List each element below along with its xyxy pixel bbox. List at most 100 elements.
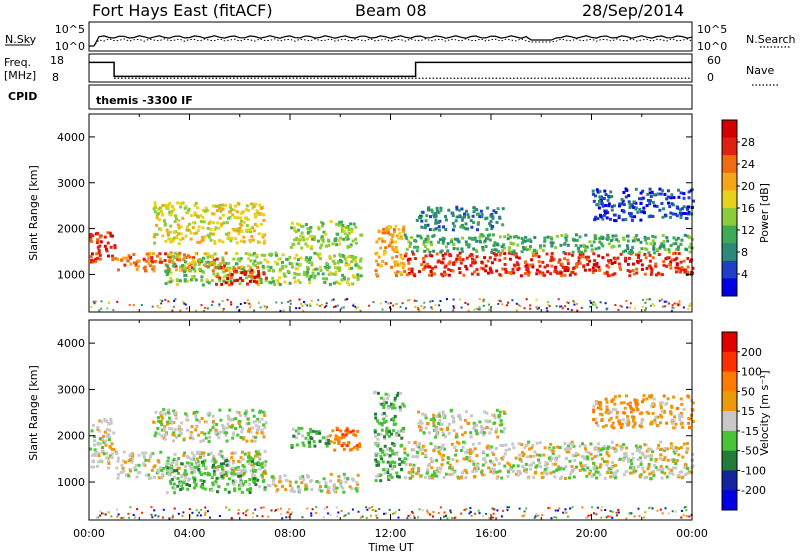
heatmap-cell xyxy=(228,203,232,207)
heatmap-cell xyxy=(615,412,619,416)
heatmap-cell xyxy=(649,272,653,276)
heatmap-cell xyxy=(617,262,621,266)
heatmap-cell xyxy=(525,470,529,474)
heatmap-cell xyxy=(108,445,112,449)
heatmap-cell xyxy=(684,506,687,509)
heatmap-cell xyxy=(471,470,475,473)
heatmap-cell xyxy=(390,475,394,479)
heatmap-cell xyxy=(240,265,243,269)
heatmap-cell xyxy=(393,406,397,410)
heatmap-cell xyxy=(471,261,475,265)
heatmap-cell xyxy=(142,462,146,466)
heatmap-cell xyxy=(247,429,250,433)
heatmap-cell xyxy=(183,270,186,274)
heatmap-cell xyxy=(349,222,352,226)
heatmap-cell xyxy=(612,213,616,217)
heatmap-cell xyxy=(96,426,100,429)
heatmap-cell xyxy=(237,422,241,425)
heatmap-cell xyxy=(506,509,509,512)
heatmap-cell xyxy=(637,447,641,451)
heatmap-cell xyxy=(638,515,641,518)
heatmap-cell xyxy=(387,244,391,248)
heatmap-cell xyxy=(440,463,444,467)
heatmap-cell xyxy=(575,465,578,469)
heatmap-cell xyxy=(89,447,92,451)
heatmap-cell xyxy=(674,510,677,513)
heatmap-cell xyxy=(596,470,600,474)
heatmap-cell xyxy=(215,257,219,261)
heatmap-cell xyxy=(469,507,472,509)
heatmap-cell xyxy=(402,230,406,234)
heatmap-cell xyxy=(478,420,482,424)
heatmap-cell xyxy=(442,239,445,243)
colorbar-swatch xyxy=(722,450,737,471)
heatmap-cell xyxy=(192,256,196,260)
heatmap-cell xyxy=(591,266,595,270)
heatmap-cell xyxy=(278,269,282,273)
heatmap-cell xyxy=(284,264,288,268)
heatmap-cell xyxy=(601,237,605,240)
heatmap-cell xyxy=(312,238,316,241)
heatmap-cell xyxy=(685,442,689,445)
heatmap-cell xyxy=(429,300,432,303)
heatmap-cell xyxy=(337,442,341,445)
heatmap-cell xyxy=(220,455,224,458)
heatmap-cell xyxy=(440,427,444,431)
heatmap-cell xyxy=(178,251,182,255)
heatmap-cell xyxy=(259,281,263,285)
heatmap-cell xyxy=(558,467,562,471)
heatmap-cell xyxy=(221,430,225,434)
heatmap-cell xyxy=(337,479,341,483)
heatmap-cell xyxy=(281,266,285,270)
cpid-label: CPID xyxy=(8,90,37,103)
heatmap-cell xyxy=(494,211,498,214)
heatmap-cell xyxy=(668,205,672,209)
heatmap-cell xyxy=(488,303,490,306)
heatmap-cell xyxy=(662,263,666,267)
heatmap-cell xyxy=(271,276,275,280)
heatmap-cell xyxy=(624,451,628,455)
heatmap-cell xyxy=(613,402,617,406)
heatmap-cell xyxy=(344,235,348,239)
heatmap-cell xyxy=(172,476,176,479)
cpid-panel: CPID themis -3300 IF xyxy=(8,84,693,110)
heatmap-cell xyxy=(459,426,463,430)
heatmap-cell xyxy=(592,301,595,304)
heatmap-cell xyxy=(225,457,229,461)
heatmap-cell xyxy=(169,230,173,234)
heatmap-cell xyxy=(171,205,175,209)
heatmap-cell xyxy=(594,268,598,272)
heatmap-cell xyxy=(199,479,203,482)
heatmap-cell xyxy=(412,466,416,469)
heatmap-cell xyxy=(494,447,498,450)
heatmap-cell xyxy=(162,219,166,223)
heatmap-cell xyxy=(233,487,237,491)
heatmap-cell xyxy=(520,250,524,254)
heatmap-cell xyxy=(221,476,225,480)
heatmap-cell xyxy=(590,475,594,479)
heatmap-cell xyxy=(124,460,127,464)
heatmap-cell xyxy=(598,412,602,416)
heatmap-cell xyxy=(344,514,347,517)
heatmap-cell xyxy=(666,458,670,462)
heatmap-cell xyxy=(463,509,466,511)
heatmap-cell xyxy=(451,458,455,461)
heatmap-cell xyxy=(607,194,611,198)
heatmap-cell xyxy=(429,513,431,516)
heatmap-cell xyxy=(203,209,207,213)
heatmap-cell xyxy=(654,415,658,419)
heatmap-cell xyxy=(324,232,328,236)
heatmap-cell xyxy=(204,513,207,516)
heatmap-cell xyxy=(669,404,673,408)
heatmap-cell xyxy=(595,476,599,480)
heatmap-cell xyxy=(471,214,475,218)
colorbar-tick-label: 15 xyxy=(741,405,755,418)
heatmap-cell xyxy=(95,241,99,244)
heatmap-cell xyxy=(382,403,386,407)
heatmap-cell xyxy=(124,473,128,477)
heatmap-cell xyxy=(215,481,218,485)
heatmap-cell xyxy=(249,240,253,244)
heatmap-cell xyxy=(254,214,258,218)
heatmap-cell xyxy=(566,515,569,518)
heatmap-cell xyxy=(189,516,192,518)
